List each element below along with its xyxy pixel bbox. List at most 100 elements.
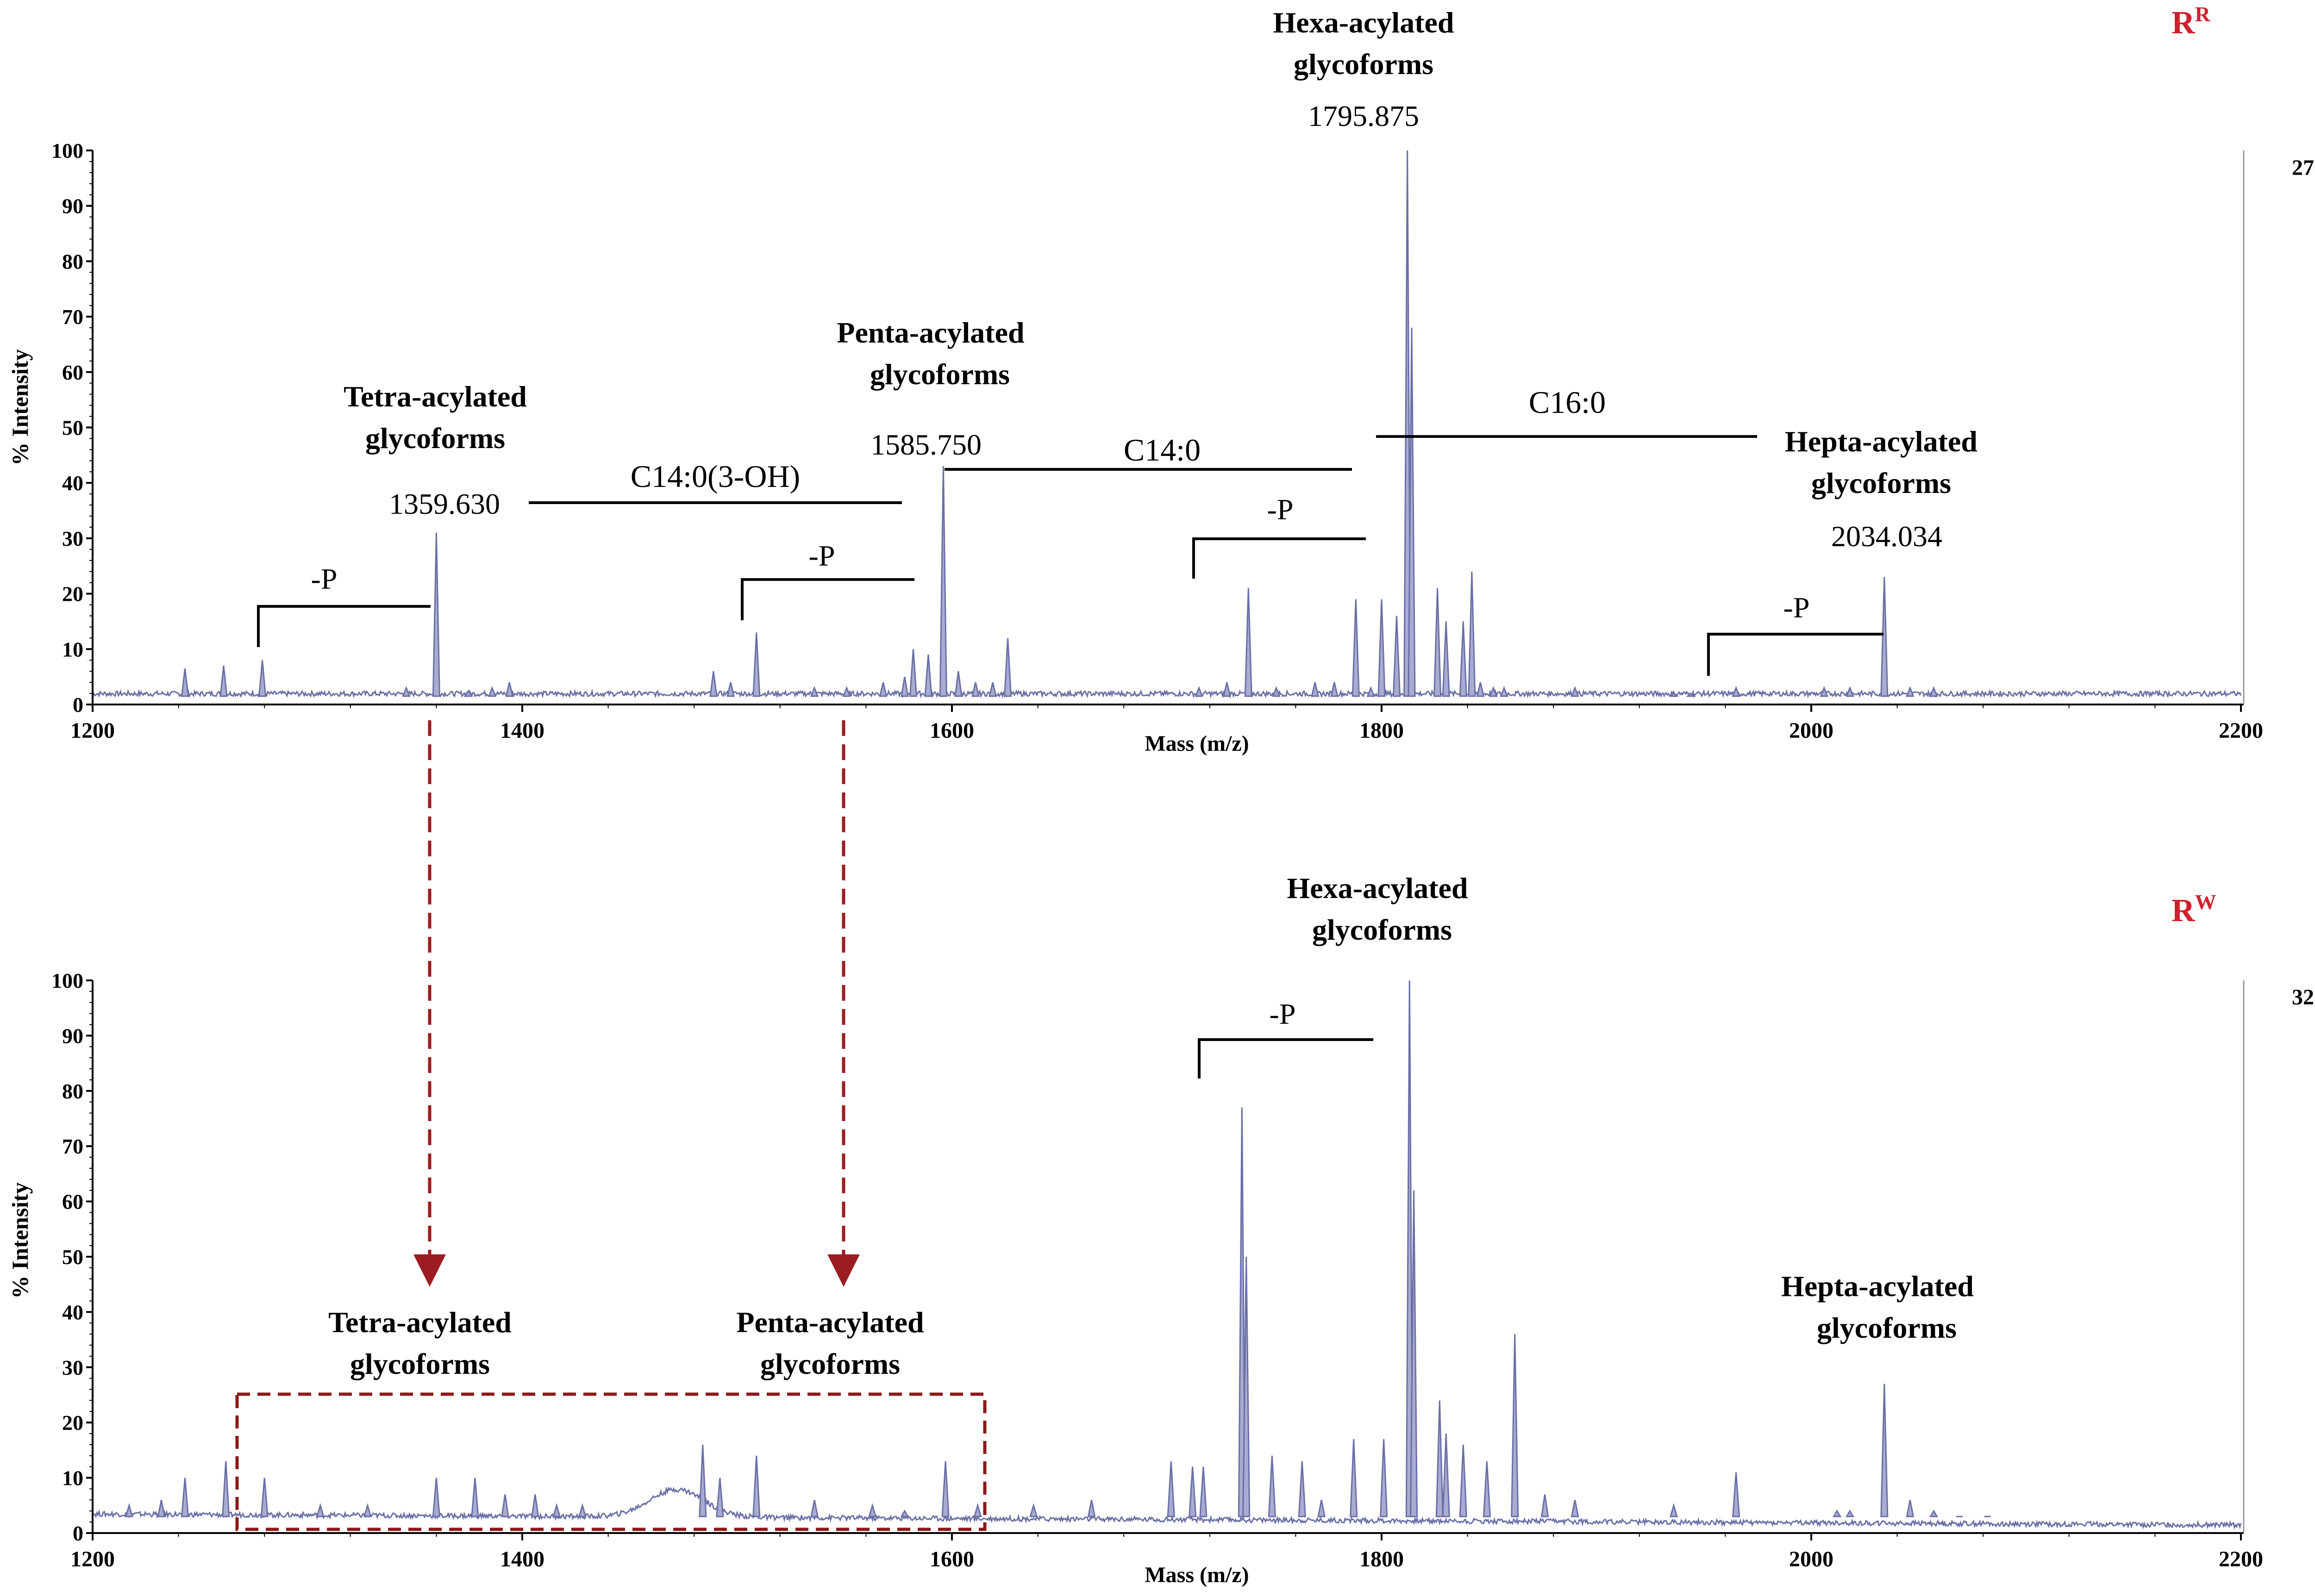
x-tick-label: 2200	[2219, 718, 2263, 743]
spectrum-peak	[1242, 1256, 1251, 1517]
spectrum-peak	[868, 1502, 877, 1517]
hepta-mass: 2034.034	[1831, 520, 1942, 553]
spectrum-peak	[752, 632, 761, 697]
missing-glycoforms-box	[235, 1392, 987, 1531]
spectrum-peak	[1929, 1509, 1939, 1517]
spectrum-peak	[1442, 621, 1450, 697]
hexa-mass: 1795.875	[1308, 100, 1419, 132]
spectrum-peak	[941, 1461, 950, 1517]
y-tick-label: 30	[62, 527, 83, 550]
y-tick-label: 70	[62, 1135, 83, 1158]
x-tick-label: 1800	[1359, 718, 1404, 743]
spectrum-peak	[157, 1500, 166, 1517]
x-axis-label: Mass (m/z)	[1145, 731, 1249, 756]
minus-p-bracket	[741, 578, 914, 620]
spectrum-peak	[1880, 577, 1889, 697]
spectrum-peak	[1377, 599, 1386, 697]
spectrum-peak	[954, 671, 963, 697]
spectrum-peak	[531, 1494, 539, 1517]
spectrum-peak	[1669, 1502, 1678, 1517]
y-tick-label: 90	[62, 1024, 83, 1047]
spectrum-peak	[1244, 588, 1252, 697]
y-tick-label: 100	[51, 139, 83, 162]
penta-label: Penta-acylated	[837, 316, 1024, 349]
spectrum-peak	[1268, 1455, 1276, 1517]
minus-p-bracket	[1198, 1038, 1373, 1079]
spectrum-peak	[363, 1502, 372, 1517]
spectrum-peak	[1483, 1461, 1491, 1517]
spectrum-peak	[1433, 588, 1442, 697]
spectrum-peak	[1442, 1434, 1450, 1517]
y-axis-label: % Intensity	[7, 1182, 33, 1298]
spectrum-peak	[1087, 1500, 1096, 1517]
spectrum-peak	[939, 466, 947, 697]
baseline-noise	[92, 688, 2242, 699]
spectrum-peak	[1317, 1500, 1326, 1517]
hexa-label: Hexa-acylated	[1287, 872, 1468, 904]
spectrum-panel-rw: 0 10 20 30 40 50 60 70 80 90 100 1200 1400 1600 1800 20…	[7, 872, 2315, 1587]
x-axis-label: Mass (m/z)	[1145, 1563, 1249, 1587]
y-tick-label: 0	[73, 1521, 83, 1545]
spectrum-peak	[1906, 686, 1915, 697]
spectrum-peak	[464, 689, 473, 697]
spectrum-peak	[810, 1500, 819, 1517]
minus-p-label: -P	[1270, 998, 1296, 1030]
c14oh-label: C14:0(3-OH)	[631, 459, 800, 494]
hexa-sub-label: glycoforms	[1312, 913, 1452, 946]
x-tick-label: 1400	[500, 1547, 544, 1571]
tetra-mass: 1359.630	[389, 487, 500, 520]
spectrum-peak	[1004, 638, 1012, 697]
spectrum-peak	[471, 1478, 479, 1517]
spectrum-peak	[1380, 1439, 1388, 1517]
penta-mass: 1585.750	[870, 428, 982, 461]
y-tick-label: 40	[62, 471, 83, 495]
y-tick-label: 90	[62, 194, 83, 218]
spectrum-peak	[219, 666, 228, 697]
spectrum-peak	[1500, 686, 1508, 697]
spectrum-peak	[1906, 1500, 1915, 1517]
spectrum-peak	[1350, 1439, 1358, 1517]
panel-label: RW	[2171, 890, 2216, 929]
spectrum-peak	[726, 682, 735, 697]
spectrum-peak	[1199, 1466, 1208, 1517]
spectrum-peak	[1311, 682, 1320, 697]
panel-label: RR	[2171, 2, 2211, 41]
spectrum-peak	[1511, 1334, 1519, 1517]
spectrum-peak	[125, 1502, 133, 1517]
tetra-label: Tetra-acylated	[328, 1306, 512, 1339]
spectrum-peak	[1435, 1400, 1444, 1517]
spectrum-peak	[1846, 686, 1854, 697]
spectrum-peak	[900, 1509, 909, 1517]
spectrum-peak	[973, 1502, 982, 1517]
spectrum-trace	[92, 150, 2242, 699]
y-tick-label: 20	[62, 582, 83, 606]
tetra-sub-label: glycoforms	[350, 1347, 490, 1380]
max-intensity-label: 3226.4	[2292, 985, 2315, 1010]
minus-p-bracket	[1192, 537, 1366, 579]
spectrum-peak	[432, 532, 440, 697]
x-tick-label: 1400	[500, 718, 544, 743]
spectrum-peak	[1195, 686, 1203, 697]
spectrum-peak	[1392, 616, 1401, 697]
spectrum-peak	[402, 686, 411, 697]
spectrum-trace	[92, 980, 2242, 1530]
spectrum-peak	[752, 1455, 761, 1517]
spectrum-peak	[1272, 686, 1281, 697]
spectrum-peak	[488, 686, 497, 697]
y-tick-label: 10	[62, 637, 83, 661]
spectrum-peak	[709, 671, 718, 697]
spectrum-peak	[909, 649, 918, 697]
x-tick-label: 1200	[70, 718, 115, 743]
y-tick-label: 10	[62, 1466, 83, 1490]
y-tick-label: 50	[62, 1245, 83, 1269]
y-tick-label: 20	[62, 1411, 83, 1434]
spectrum-peak	[1189, 1466, 1197, 1517]
x-tick-label: 2000	[1789, 718, 1833, 743]
spectrum-peak	[505, 682, 514, 697]
hexa-label: Hexa-acylated	[1273, 6, 1454, 39]
x-tick-label: 1600	[930, 718, 974, 743]
x-tick-label: 2200	[2219, 1547, 2263, 1571]
spectrum-peak	[1732, 1472, 1740, 1517]
spectrum-peak	[1366, 686, 1375, 697]
spectrum-peak	[1410, 1190, 1418, 1517]
